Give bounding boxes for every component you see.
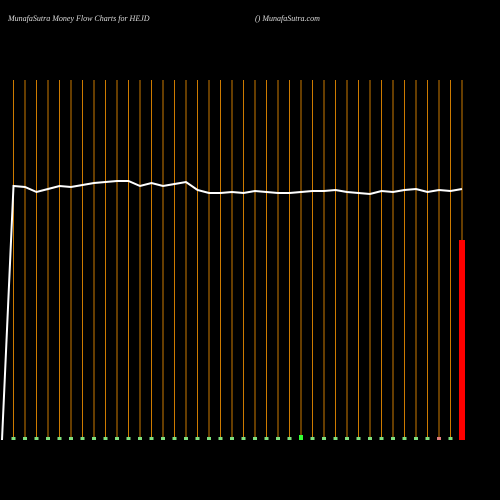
bar xyxy=(345,437,349,440)
bar xyxy=(276,437,280,440)
bar xyxy=(448,437,453,440)
bar xyxy=(310,437,315,440)
bar xyxy=(207,437,211,440)
bar xyxy=(92,437,96,440)
bar xyxy=(218,437,223,440)
chart-subtitle: () MunafaSutra.com xyxy=(255,14,320,23)
bar xyxy=(437,437,441,440)
bar xyxy=(287,437,292,440)
bar xyxy=(333,437,338,440)
bar xyxy=(34,437,39,440)
bar xyxy=(103,437,108,440)
bar xyxy=(23,437,27,440)
bar xyxy=(414,437,418,440)
bar xyxy=(172,437,177,440)
bar xyxy=(57,437,62,440)
bar xyxy=(11,437,16,440)
flow-line xyxy=(1,180,463,441)
bar xyxy=(402,437,407,440)
bar xyxy=(379,437,384,440)
bar xyxy=(126,437,131,440)
bar xyxy=(69,437,73,440)
bar xyxy=(46,437,50,440)
bar xyxy=(356,437,361,440)
bar xyxy=(264,437,269,440)
bar xyxy=(80,437,85,440)
bar xyxy=(391,437,395,440)
bar xyxy=(184,437,188,440)
bar xyxy=(195,437,200,440)
bar xyxy=(230,437,234,440)
bar xyxy=(253,437,257,440)
bar xyxy=(425,437,430,440)
bar xyxy=(299,435,303,440)
bar xyxy=(138,437,142,440)
chart-title: MunafaSutra Money Flow Charts for HEJD xyxy=(7,14,150,23)
bar xyxy=(115,437,119,440)
bar xyxy=(322,437,326,440)
bar xyxy=(149,437,154,440)
bar xyxy=(368,437,372,440)
bar xyxy=(459,240,465,440)
bar xyxy=(161,437,165,440)
bar xyxy=(241,437,246,440)
